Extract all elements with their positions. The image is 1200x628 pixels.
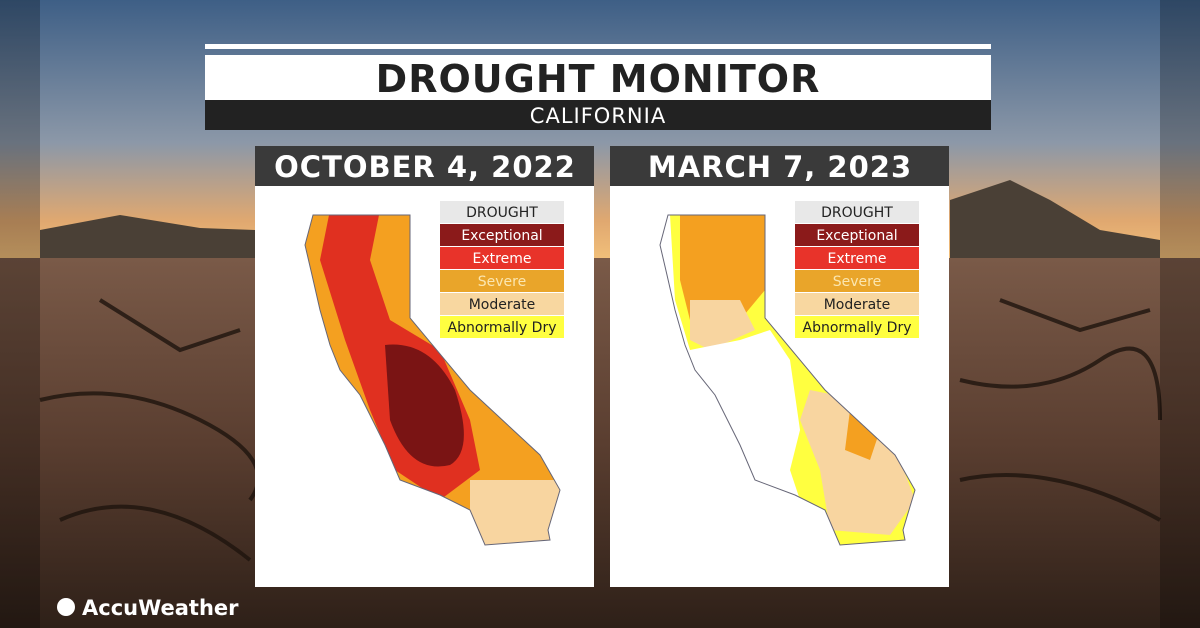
- cracked-earth: [0, 258, 1200, 628]
- legend-swatch: [795, 270, 919, 292]
- legend-label: Severe: [833, 274, 881, 290]
- legend-swatch: [795, 247, 919, 269]
- brand-logo: [57, 598, 75, 616]
- legend-header-bg: [440, 201, 564, 223]
- title: DROUGHT MONITOR: [376, 57, 821, 101]
- hills: [40, 180, 1160, 260]
- legend-label: Moderate: [824, 297, 891, 313]
- legend-swatch: [440, 224, 564, 246]
- legend-swatch: [795, 316, 919, 338]
- subtitle-bar: [205, 100, 991, 130]
- date-bar: [255, 146, 594, 186]
- legend-label: Abnormally Dry: [803, 320, 912, 336]
- panel-date: MARCH 7, 2023: [648, 150, 912, 184]
- legend-swatch: [440, 247, 564, 269]
- legend-swatch: [795, 293, 919, 315]
- title-bar: [205, 55, 991, 100]
- brand: AccuWeather: [82, 596, 239, 620]
- legend: DROUGHT Exceptional Extreme Severe Moderate A…: [440, 201, 564, 338]
- legend-swatch: [795, 224, 919, 246]
- legend-label: Severe: [478, 274, 526, 290]
- subtitle: CALIFORNIA: [530, 104, 666, 128]
- side-shade: [1160, 0, 1200, 628]
- legend-title: DROUGHT: [466, 205, 538, 221]
- legend-swatch: [440, 270, 564, 292]
- legend-label: Extreme: [828, 251, 887, 267]
- legend-label: Abnormally Dry: [448, 320, 557, 336]
- legend-swatch: [440, 316, 564, 338]
- legend-header-bg: [795, 201, 919, 223]
- legend-title: DROUGHT: [821, 205, 893, 221]
- legend-label: Exceptional: [816, 228, 897, 244]
- legend-swatch: [440, 293, 564, 315]
- panel-date: OCTOBER 4, 2022: [274, 150, 576, 184]
- legend-label: Extreme: [473, 251, 532, 267]
- title-rule: [205, 44, 991, 49]
- legend-label: Exceptional: [461, 228, 542, 244]
- date-bar: [610, 146, 949, 186]
- legend: DROUGHT Exceptional Extreme Severe Moderate A…: [795, 201, 919, 338]
- legend-label: Moderate: [469, 297, 536, 313]
- side-shade: [0, 0, 40, 628]
